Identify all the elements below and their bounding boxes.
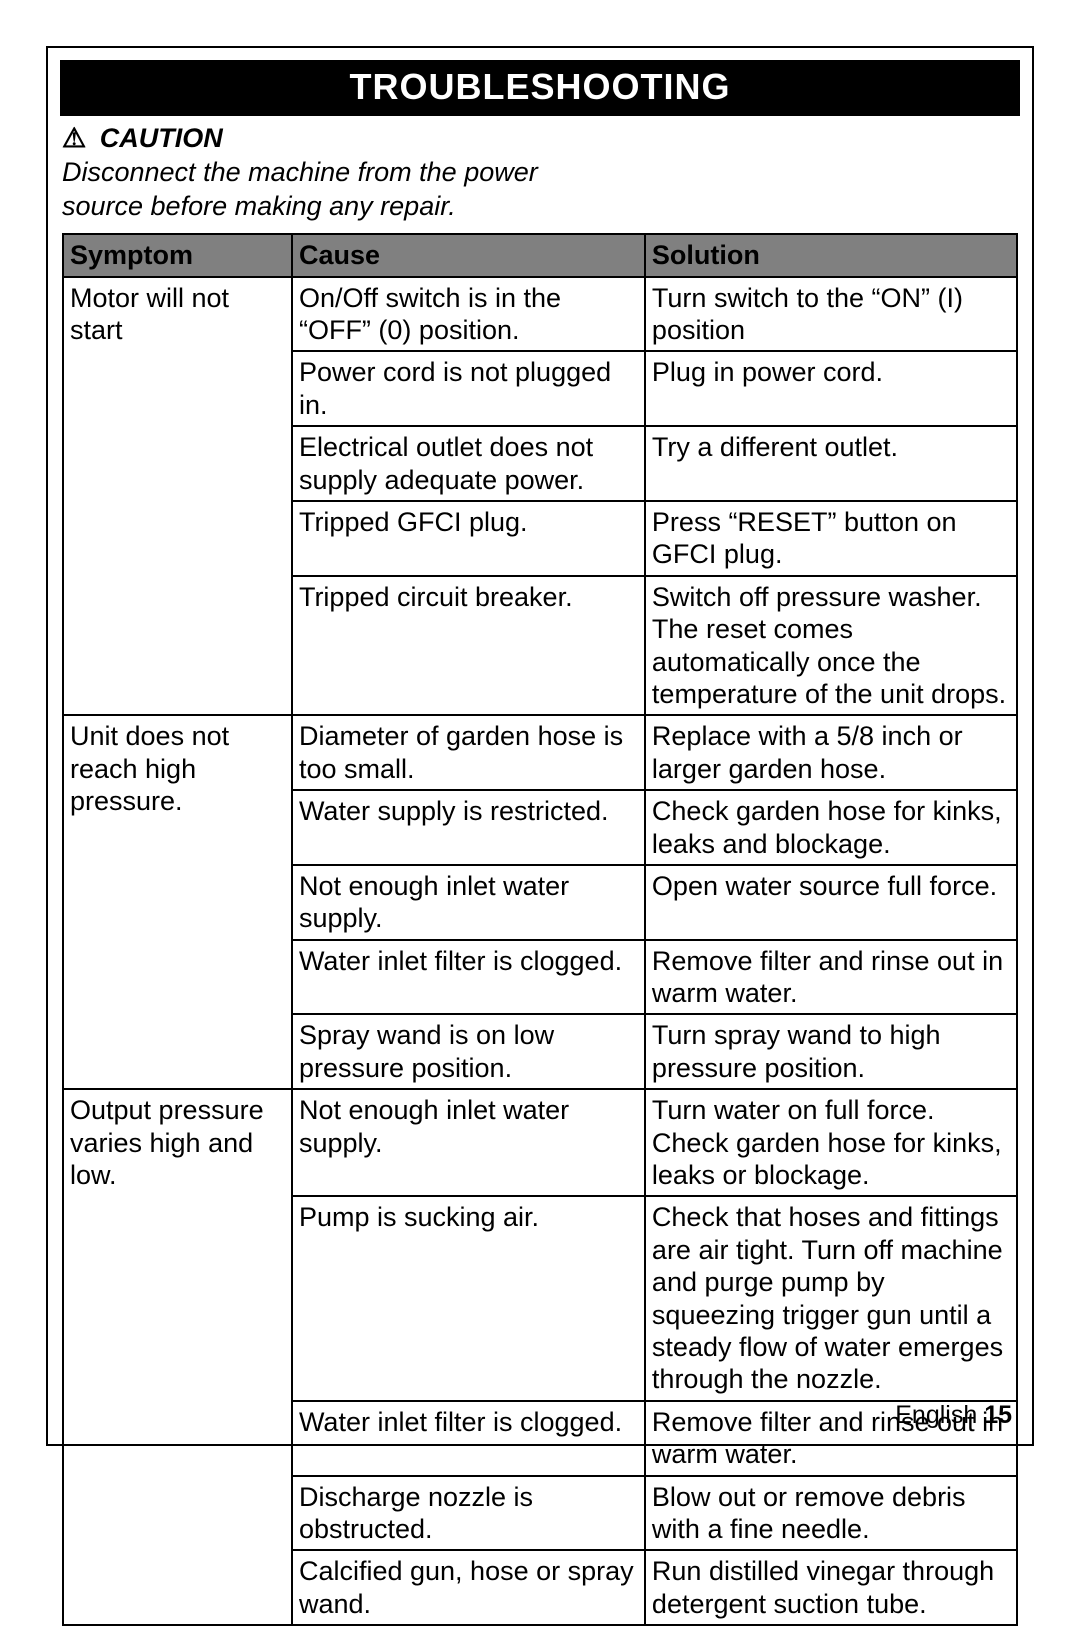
symptom-cell: Output pressure varies high and low.	[63, 1089, 292, 1625]
solution-cell: Remove filter and rinse out in warm wate…	[645, 940, 1017, 1015]
cause-cell: Pump is sucking air.	[292, 1196, 645, 1400]
table-row: Unit does not reach high pressure. Diame…	[63, 715, 1017, 790]
solution-cell: Turn water on full force. Check garden h…	[645, 1089, 1017, 1196]
solution-cell: Plug in power cord.	[645, 351, 1017, 426]
warning-icon: ⚠	[62, 123, 86, 153]
cause-cell: On/Off switch is in the “OFF” (0) positi…	[292, 277, 645, 352]
cause-cell: Tripped GFCI plug.	[292, 501, 645, 576]
caution-block: ⚠ CAUTION Disconnect the machine from th…	[62, 122, 1018, 223]
section-header: TROUBLESHOOTING	[60, 60, 1020, 116]
table-row: Motor will not start On/Off switch is in…	[63, 277, 1017, 352]
cause-cell: Tripped circuit breaker.	[292, 576, 645, 716]
solution-cell: Check garden hose for kinks, leaks and b…	[645, 790, 1017, 865]
cause-cell: Spray wand is on low pressure position.	[292, 1014, 645, 1089]
solution-cell: Switch off pressure washer. The reset co…	[645, 576, 1017, 716]
cause-cell: Water inlet filter is clogged.	[292, 1401, 645, 1476]
cause-cell: Not enough inlet water supply.	[292, 1089, 645, 1196]
solution-cell: Run distilled vinegar through detergent …	[645, 1550, 1017, 1625]
solution-cell: Press “RESET” button on GFCI plug.	[645, 501, 1017, 576]
troubleshooting-table: Symptom Cause Solution Motor will not st…	[62, 233, 1018, 1626]
footer-page-number: 15	[984, 1401, 1012, 1429]
cause-cell: Electrical outlet does not supply adequa…	[292, 426, 645, 501]
page-footer: English 15	[895, 1401, 1012, 1430]
page-frame: TROUBLESHOOTING ⚠ CAUTION Disconnect the…	[46, 46, 1034, 1446]
th-solution: Solution	[645, 234, 1017, 276]
solution-cell: Turn switch to the “ON” (I) position	[645, 277, 1017, 352]
section-header-text: TROUBLESHOOTING	[350, 66, 731, 107]
cause-cell: Calcified gun, hose or spray wand.	[292, 1550, 645, 1625]
caution-label: CAUTION	[100, 123, 223, 153]
solution-cell: Try a different outlet.	[645, 426, 1017, 501]
cause-cell: Water supply is restricted.	[292, 790, 645, 865]
cause-cell: Not enough inlet water supply.	[292, 865, 645, 940]
table-row: Output pressure varies high and low. Not…	[63, 1089, 1017, 1196]
solution-cell: Turn spray wand to high pressure positio…	[645, 1014, 1017, 1089]
solution-cell: Check that hoses and fittings are air ti…	[645, 1196, 1017, 1400]
cause-cell: Water inlet filter is clogged.	[292, 940, 645, 1015]
solution-cell: Blow out or remove debris with a fine ne…	[645, 1476, 1017, 1551]
th-symptom: Symptom	[63, 234, 292, 276]
solution-cell: Open water source full force.	[645, 865, 1017, 940]
cause-cell: Discharge nozzle is obstructed.	[292, 1476, 645, 1551]
symptom-cell: Motor will not start	[63, 277, 292, 716]
cause-cell: Diameter of garden hose is too small.	[292, 715, 645, 790]
footer-language: English	[895, 1401, 977, 1429]
caution-line-2: source before making any repair.	[62, 191, 456, 221]
symptom-cell: Unit does not reach high pressure.	[63, 715, 292, 1089]
th-cause: Cause	[292, 234, 645, 276]
cause-cell: Power cord is not plugged in.	[292, 351, 645, 426]
table-header-row: Symptom Cause Solution	[63, 234, 1017, 276]
caution-line-1: Disconnect the machine from the power	[62, 157, 538, 187]
solution-cell: Replace with a 5/8 inch or larger garden…	[645, 715, 1017, 790]
